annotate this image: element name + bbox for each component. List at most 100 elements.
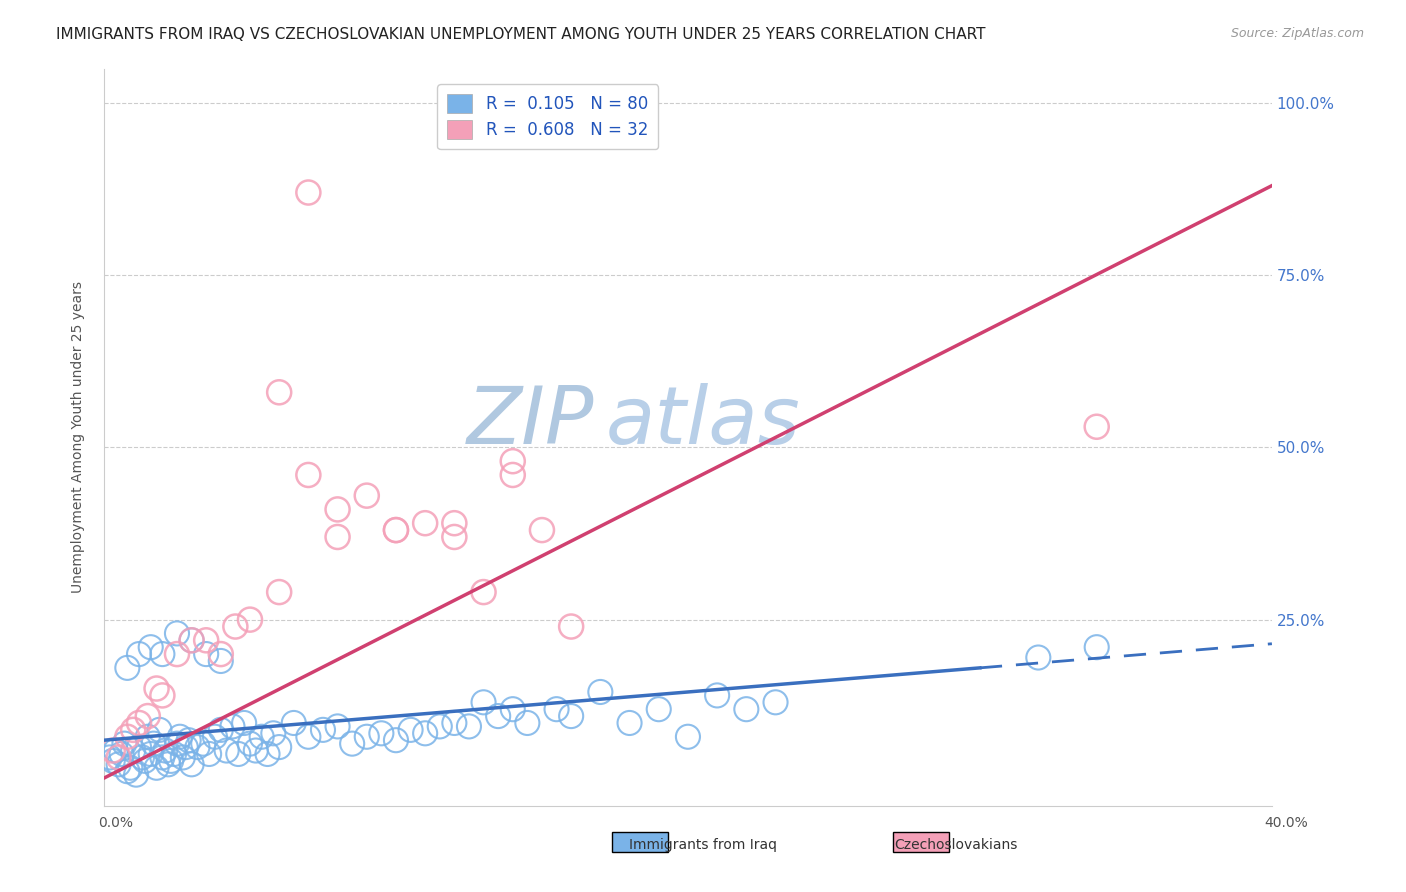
Point [204,730,226,744]
Point [560,619,582,633]
Point [340,737,363,751]
Point [157,757,180,772]
Point [174,740,197,755]
Point [134,754,156,768]
Y-axis label: Unemployment Among Youth under 25 years: Unemployment Among Youth under 25 years [72,281,86,593]
Point [413,516,436,531]
Point [117,661,139,675]
Point [233,716,256,731]
Point [180,633,202,648]
Point [107,750,129,764]
Point [166,647,188,661]
Point [262,726,284,740]
Point [1085,419,1108,434]
Point [486,709,509,723]
Text: atlas: atlas [606,384,801,461]
Point [104,743,127,757]
Point [209,723,232,737]
Point [128,716,150,731]
Point [139,747,162,761]
Text: 40.0%: 40.0% [1264,816,1308,830]
Text: ZIP: ZIP [467,384,595,461]
Point [356,489,378,503]
Point [560,709,582,723]
Point [142,737,165,751]
Point [122,723,145,737]
Point [619,716,641,731]
Point [530,523,553,537]
Point [172,750,194,764]
Point [326,719,349,733]
Point [101,743,124,757]
Point [589,685,612,699]
Point [250,730,273,744]
Point [107,757,129,772]
Point [180,757,202,772]
Point [128,647,150,661]
Point [160,754,183,768]
Point [145,681,167,696]
Point [166,626,188,640]
Point [283,716,305,731]
Point [122,743,145,757]
Point [385,733,408,747]
Point [256,747,278,761]
Point [443,716,465,731]
Point [546,702,568,716]
Point [269,385,291,400]
Point [297,467,319,482]
Point [516,716,538,731]
Point [326,530,349,544]
Point [221,719,243,733]
Point [110,747,132,761]
Point [169,730,191,744]
Point [101,754,124,768]
Point [385,523,408,537]
Point [155,743,177,757]
Point [765,695,787,709]
Text: Immigrants from Iraq: Immigrants from Iraq [628,838,778,853]
Point [136,709,159,723]
Point [472,695,495,709]
Point [193,737,215,751]
Point [148,723,170,737]
Point [98,750,121,764]
Point [472,585,495,599]
Legend: R =  0.105   N = 80, R =  0.608   N = 32: R = 0.105 N = 80, R = 0.608 N = 32 [437,84,658,149]
Point [163,747,186,761]
Point [443,516,465,531]
Point [502,702,524,716]
Point [180,633,202,648]
Point [413,726,436,740]
Point [1026,650,1049,665]
Point [502,467,524,482]
Point [145,761,167,775]
Point [312,723,335,737]
Point [458,719,481,733]
Point [676,730,699,744]
Point [128,740,150,755]
Point [370,726,392,740]
Point [177,733,200,747]
Point [502,454,524,468]
Point [399,723,422,737]
Point [429,719,451,733]
Point [112,737,135,751]
Text: IMMIGRANTS FROM IRAQ VS CZECHOSLOVAKIAN UNEMPLOYMENT AMONG YOUTH UNDER 25 YEARS : IMMIGRANTS FROM IRAQ VS CZECHOSLOVAKIAN … [56,27,986,42]
Point [120,761,142,775]
Point [385,523,408,537]
Point [209,647,232,661]
Point [226,747,249,761]
Point [326,502,349,516]
Point [735,702,758,716]
Text: 0.0%: 0.0% [98,816,134,830]
Point [139,640,162,655]
Point [150,689,173,703]
Point [150,750,173,764]
Point [195,633,218,648]
Point [131,750,153,764]
Point [239,613,262,627]
Point [1085,640,1108,655]
Point [356,730,378,744]
Point [443,530,465,544]
